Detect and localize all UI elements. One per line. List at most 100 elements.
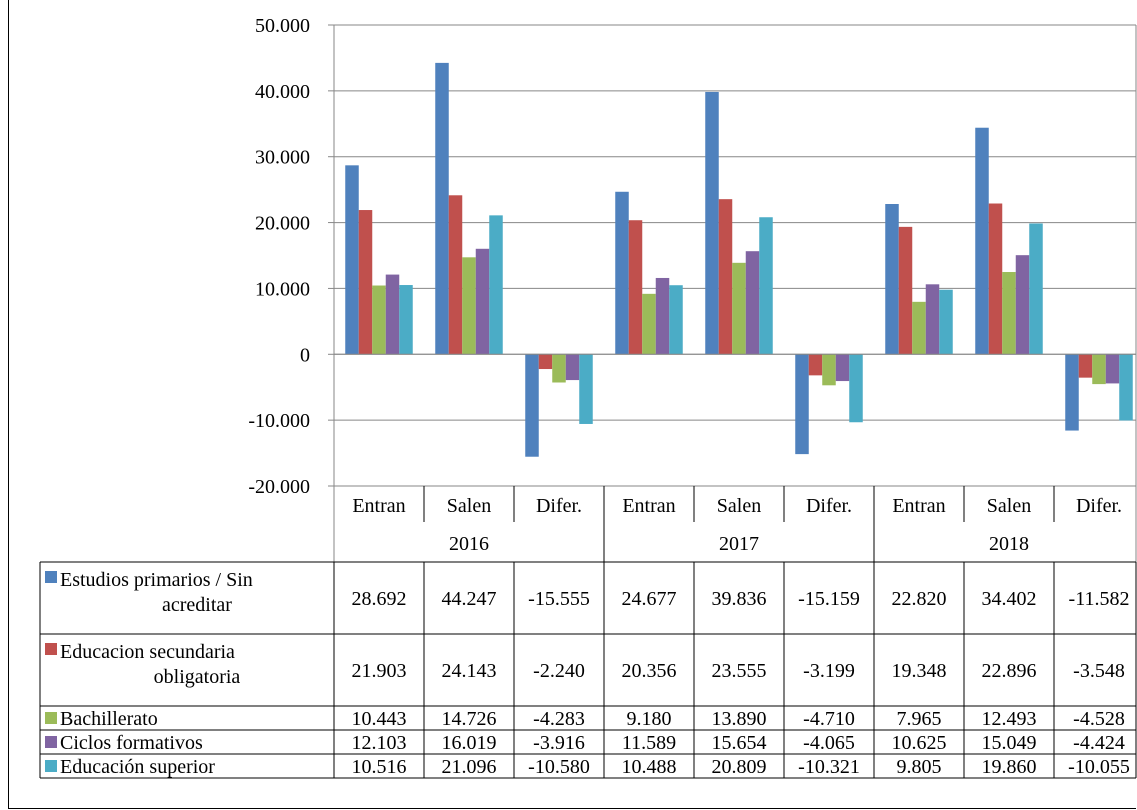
data-label: 34.402 — [982, 588, 1037, 610]
data-label: -3.916 — [533, 732, 585, 754]
bar-3-4 — [745, 251, 760, 355]
bar-1-1 — [448, 195, 463, 355]
data-label: -3.548 — [1073, 660, 1125, 682]
x-group-label: 2017 — [719, 533, 759, 555]
y-tick-label: 20.000 — [255, 213, 310, 235]
x-category-label: Entran — [622, 495, 675, 517]
y-tick-label: 0 — [300, 344, 310, 366]
legend-key-1 — [45, 643, 57, 655]
bar-3-1 — [475, 248, 490, 355]
bar-4-6 — [939, 289, 953, 355]
legend-key-0 — [45, 571, 57, 583]
bar-0-4 — [705, 91, 719, 355]
bar-1-7 — [988, 203, 1003, 355]
bar-2-6 — [912, 301, 926, 355]
data-label: -10.580 — [528, 756, 590, 778]
legend-label-1: Educacion secundaria — [60, 641, 235, 663]
bar-1-6 — [898, 226, 913, 355]
bar-2-0 — [372, 285, 386, 355]
data-label: 19.348 — [892, 660, 947, 682]
bar-0-2 — [525, 354, 539, 457]
legend-label-2: Bachillerato — [60, 708, 158, 730]
y-tick-label: -10.000 — [248, 410, 310, 432]
x-category-label: Entran — [352, 495, 405, 517]
data-label: 12.493 — [982, 708, 1037, 730]
x-category-label: Salen — [447, 495, 491, 517]
bar-1-3 — [628, 220, 643, 355]
chart-frame — [8, 0, 1136, 809]
data-label: 21.903 — [352, 660, 407, 682]
data-label: -2.240 — [533, 660, 585, 682]
data-label: -4.283 — [533, 708, 585, 730]
bar-3-0 — [385, 274, 400, 355]
legend-key-3 — [45, 736, 57, 748]
data-label: 12.103 — [352, 732, 407, 754]
bar-3-5 — [835, 354, 850, 382]
data-label: 10.488 — [622, 756, 677, 778]
data-label: -4.528 — [1073, 708, 1125, 730]
bar-2-8 — [1092, 354, 1106, 385]
data-label: -10.055 — [1068, 756, 1130, 778]
data-label: -4.065 — [803, 732, 855, 754]
bar-2-1 — [462, 257, 476, 355]
bar-0-1 — [435, 62, 449, 355]
data-label: -10.321 — [798, 756, 860, 778]
bar-4-7 — [1029, 223, 1043, 355]
bar-1-0 — [358, 210, 373, 355]
bar-3-2 — [565, 354, 580, 381]
bar-4-4 — [759, 217, 773, 355]
data-label: 10.443 — [352, 708, 407, 730]
data-label: 13.890 — [712, 708, 767, 730]
data-label: -11.582 — [1069, 588, 1130, 610]
x-group-label: 2018 — [989, 533, 1029, 555]
legend-label-0-line2: acreditar — [162, 594, 232, 616]
bar-1-2 — [538, 354, 553, 370]
bar-2-2 — [552, 354, 566, 383]
bar-0-5 — [795, 354, 809, 455]
data-label: 22.896 — [982, 660, 1037, 682]
data-label: 19.860 — [982, 756, 1037, 778]
x-category-label: Entran — [892, 495, 945, 517]
legend-label-1-line2: obligatoria — [154, 666, 241, 688]
data-label: 24.677 — [622, 588, 677, 610]
bar-4-8 — [1119, 354, 1133, 421]
data-label: 24.143 — [442, 660, 497, 682]
bar-1-5 — [808, 354, 823, 376]
bar-1-4 — [718, 199, 733, 355]
bar-4-0 — [399, 285, 413, 355]
x-category-label: Salen — [987, 495, 1031, 517]
x-category-label: Difer. — [1076, 495, 1122, 517]
bar-0-0 — [345, 165, 359, 355]
bar-2-3 — [642, 293, 656, 355]
bar-3-8 — [1105, 354, 1120, 384]
data-label: 28.692 — [352, 588, 407, 610]
bar-3-6 — [925, 284, 940, 355]
bar-0-8 — [1065, 354, 1079, 431]
data-label: 15.049 — [982, 732, 1037, 754]
data-label: 15.654 — [712, 732, 767, 754]
x-category-label: Difer. — [806, 495, 852, 517]
bar-0-3 — [615, 191, 629, 355]
data-label: 20.809 — [712, 756, 767, 778]
data-label: 11.589 — [622, 732, 676, 754]
bar-4-5 — [849, 354, 863, 423]
data-label: 39.836 — [712, 588, 767, 610]
bar-4-1 — [489, 215, 503, 355]
bar-0-7 — [975, 127, 989, 355]
bar-4-2 — [579, 354, 593, 424]
bar-2-4 — [732, 262, 746, 355]
bar-2-7 — [1002, 272, 1016, 355]
data-label: 9.805 — [897, 756, 942, 778]
bar-4-3 — [669, 285, 683, 355]
data-label: 14.726 — [442, 708, 497, 730]
data-label: 23.555 — [712, 660, 767, 682]
legend-key-2 — [45, 712, 57, 724]
y-tick-label: 40.000 — [255, 81, 310, 103]
bar-1-8 — [1078, 354, 1093, 378]
bar-3-3 — [655, 277, 670, 355]
y-tick-label: 50.000 — [255, 15, 310, 37]
data-label: 20.356 — [622, 660, 677, 682]
x-category-label: Difer. — [536, 495, 582, 517]
data-label: -15.159 — [798, 588, 860, 610]
